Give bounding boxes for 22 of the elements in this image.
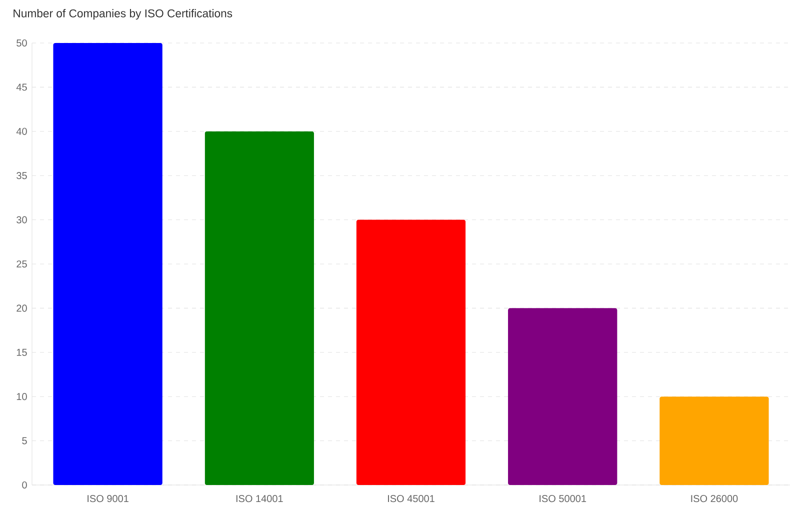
bar xyxy=(204,131,314,485)
bar xyxy=(660,396,769,485)
x-tick-label: ISO 9001 xyxy=(88,495,128,502)
x-tick-label: ISO 26000 xyxy=(691,495,738,502)
y-tick-label: 25 xyxy=(16,260,27,268)
bar xyxy=(53,42,162,485)
x-tick-label: ISO 14001 xyxy=(236,495,283,502)
x-tick-label: ISO 50001 xyxy=(540,495,586,502)
y-tick-label: 50 xyxy=(16,39,27,47)
y-tick-label: 35 xyxy=(16,172,27,180)
y-tick-label: 30 xyxy=(16,216,27,224)
y-tick-label: 45 xyxy=(16,84,27,91)
chart-title: Number of Companies by ISO Certifications xyxy=(14,9,232,20)
x-tick-label: ISO 45001 xyxy=(388,495,434,502)
y-tick-label: 10 xyxy=(16,393,27,400)
y-tick-label: 15 xyxy=(16,348,27,356)
y-tick-label: 20 xyxy=(16,304,27,312)
bar xyxy=(508,308,618,485)
y-tick-label: 5 xyxy=(22,437,27,444)
y-tick-label: 40 xyxy=(16,128,27,135)
bar xyxy=(356,220,466,485)
y-tick-label: 0 xyxy=(22,481,27,489)
